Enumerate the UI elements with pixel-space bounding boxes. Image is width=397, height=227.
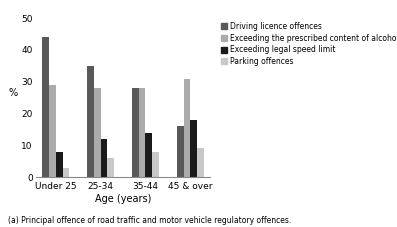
Bar xyxy=(63,168,69,177)
Bar xyxy=(42,37,49,177)
Bar xyxy=(49,85,56,177)
Bar xyxy=(132,88,139,177)
Text: (a) Principal offence of road traffic and motor vehicle regulatory offences.: (a) Principal offence of road traffic an… xyxy=(8,216,291,225)
Bar xyxy=(94,88,101,177)
Bar xyxy=(139,88,145,177)
Legend: Driving licence offences, Exceeding the prescribed content of alcohol limit, Exc: Driving licence offences, Exceeding the … xyxy=(221,22,397,66)
Y-axis label: %: % xyxy=(9,88,18,98)
Bar xyxy=(145,133,152,177)
Bar xyxy=(56,152,63,177)
Bar xyxy=(87,66,94,177)
Bar xyxy=(197,148,204,177)
Bar xyxy=(190,120,197,177)
Bar xyxy=(108,158,114,177)
Bar xyxy=(177,126,183,177)
Bar xyxy=(152,152,159,177)
X-axis label: Age (years): Age (years) xyxy=(95,194,151,204)
Bar xyxy=(183,79,190,177)
Bar xyxy=(101,139,108,177)
